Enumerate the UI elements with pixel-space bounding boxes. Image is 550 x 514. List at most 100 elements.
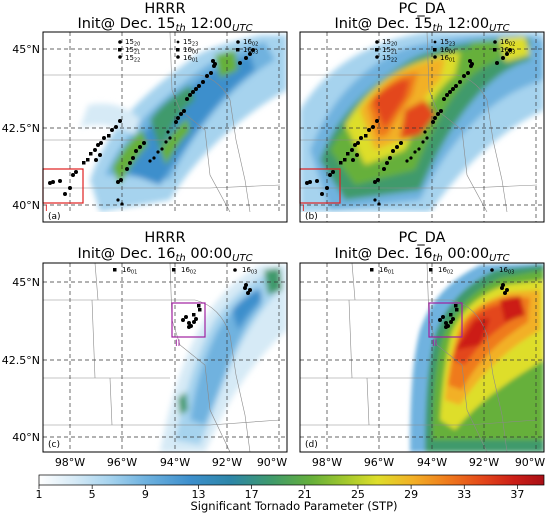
legend-b-5: 1601 <box>440 54 455 64</box>
legend-c-2: 1603 <box>242 266 257 276</box>
title-a-model: HRRR <box>144 1 185 17</box>
panel-a-label: (a) <box>48 212 61 222</box>
lon-tick-c-94: 94°W <box>160 456 190 469</box>
lon-tick-d-96: 96°W <box>364 456 394 469</box>
colorbar-bar <box>38 474 545 486</box>
lat-tick-a-425: 42.5°N <box>2 122 40 135</box>
panel-a-grid <box>43 32 287 212</box>
legend-d-1: 1602 <box>438 266 453 276</box>
title-b: PC_DA Init@ Dec. 15th 12:00UTC <box>334 1 509 34</box>
panel-c-label: (c) <box>48 440 60 450</box>
title-b-init: Init@ Dec. 15th 12:00UTC <box>334 16 509 34</box>
lon-ticks: 98°W 96°W 94°W 92°W 90°W 98°W 96°W 94°W … <box>55 456 545 469</box>
colorbar-tick-label: 9 <box>142 488 149 501</box>
legend-a-4: 1600 <box>183 46 198 56</box>
panel-d-legend: 1601 1602 1603 <box>370 266 514 276</box>
panel-b-legend: 1520 1521 1522 1523 1600 1601 1602 1603 <box>375 38 515 64</box>
title-c-model: HRRR <box>144 230 185 246</box>
legend-d-2: 1603 <box>499 266 514 276</box>
colorbar-ticks: 1 5 9 13 17 21 25 29 33 37 <box>36 485 524 501</box>
panel-c-grid <box>43 263 287 452</box>
colorbar-tick-label: 29 <box>404 488 418 501</box>
legend-b-1: 1521 <box>382 46 397 56</box>
panel-c: 1601 1602 1603 II (c) <box>42 262 288 453</box>
legend-a-1: 1521 <box>125 46 140 56</box>
lon-tick-c-98: 98°W <box>55 456 85 469</box>
panel-d-box-label: II <box>432 339 437 349</box>
legend-d-0: 1601 <box>379 266 394 276</box>
legend-b-0: 1520 <box>382 38 397 48</box>
lat-ticks: 45°N 42.5°N 40°N 45°N 42.5°N 40°N <box>2 43 40 444</box>
legend-a-7: 1603 <box>243 46 258 56</box>
panel-c-frame <box>42 262 288 453</box>
panel-a-borders <box>43 32 281 212</box>
panel-d-grid <box>300 263 544 452</box>
legend-b-4: 1600 <box>440 46 455 56</box>
lon-tick-c-96: 96°W <box>107 456 137 469</box>
lat-tick-a-45: 45°N <box>12 43 40 56</box>
legend-a-3: 1523 <box>183 38 198 48</box>
title-c-init: Init@ Dec. 16th 00:00UTC <box>77 246 252 264</box>
panel-b-box-label: I <box>302 204 305 214</box>
panel-a-box-label: I <box>45 204 48 214</box>
colorbar-tick-label: 5 <box>89 488 96 501</box>
title-d: PC_DA Init@ Dec. 16th 00:00UTC <box>334 230 509 264</box>
legend-a-6: 1602 <box>243 38 258 48</box>
colorbar-tick-label: 17 <box>245 488 259 501</box>
colorbar-tick-label: 33 <box>457 488 471 501</box>
legend-c-0: 1601 <box>122 266 137 276</box>
lon-tick-d-94: 94°W <box>417 456 447 469</box>
title-b-model: PC_DA <box>399 1 446 17</box>
panel-a-reports <box>48 48 255 206</box>
lat-tick-c-40: 40°N <box>12 431 40 444</box>
legend-c-1: 1602 <box>181 266 196 276</box>
panel-d-box <box>428 302 463 338</box>
legend-a-2: 1522 <box>125 54 140 64</box>
legend-b-3: 1523 <box>440 38 455 48</box>
panel-b-field <box>300 32 544 212</box>
legend-b-7: 1603 <box>500 46 515 56</box>
colorbar-tick-label: 37 <box>510 488 524 501</box>
panel-b: 1520 1521 1522 1523 1600 1601 1602 1603 … <box>299 31 545 223</box>
panel-d-field <box>410 263 544 452</box>
panel-c-legend: 1601 1602 1603 <box>113 266 257 276</box>
panel-b-grid <box>300 32 544 222</box>
legend-b-2: 1522 <box>382 54 397 64</box>
colorbar-tick-label: 13 <box>191 488 205 501</box>
lon-tick-c-92: 92°W <box>212 456 242 469</box>
panel-d-frame <box>299 262 545 453</box>
colorbar-tick-label: 1 <box>36 488 43 501</box>
panel-b-frame <box>299 31 545 223</box>
lat-tick-a-40: 40°N <box>12 199 40 212</box>
legend-a-5: 1601 <box>183 54 198 64</box>
lon-tick-d-92: 92°W <box>469 456 499 469</box>
title-c: HRRR Init@ Dec. 16th 00:00UTC <box>77 230 252 264</box>
panel-b-label: (b) <box>305 212 318 222</box>
colorbar-tick-label: 21 <box>298 488 312 501</box>
panel-a-legend: 1520 1521 1522 1523 1600 1601 1602 1603 <box>118 38 258 64</box>
title-a: HRRR Init@ Dec. 15th 12:00UTC <box>77 1 252 34</box>
lon-tick-d-90: 90°W <box>515 456 545 469</box>
panel-c-box <box>171 302 206 338</box>
title-d-model: PC_DA <box>399 230 446 246</box>
panel-d-label: (d) <box>305 440 318 450</box>
panel-a: 1520 1521 1522 1523 1600 1601 1602 1603 … <box>42 31 288 223</box>
panel-d-reports <box>438 283 509 329</box>
panel-b-reports <box>305 48 512 206</box>
panel-c-box-label: II <box>175 339 180 349</box>
lat-tick-c-425: 42.5°N <box>2 354 40 367</box>
legend-b-6: 1602 <box>500 38 515 48</box>
colorbar-tick-label: 25 <box>351 488 365 501</box>
panel-c-reports <box>181 283 252 329</box>
colorbar: 1 5 9 13 17 21 25 29 33 37 Significant Tornado Pa… <box>36 474 545 513</box>
lat-tick-c-45: 45°N <box>12 276 40 289</box>
panel-a-frame <box>42 31 288 223</box>
title-a-init: Init@ Dec. 15th 12:00UTC <box>77 16 252 34</box>
lon-tick-d-98: 98°W <box>312 456 342 469</box>
title-d-init: Init@ Dec. 16th 00:00UTC <box>334 246 509 264</box>
colorbar-label: Significant Tornado Parameter (STP) <box>190 499 397 513</box>
panel-d: 1601 1602 1603 II (d) <box>299 262 545 453</box>
lon-tick-c-90: 90°W <box>257 456 287 469</box>
legend-a-0: 1520 <box>125 38 140 48</box>
